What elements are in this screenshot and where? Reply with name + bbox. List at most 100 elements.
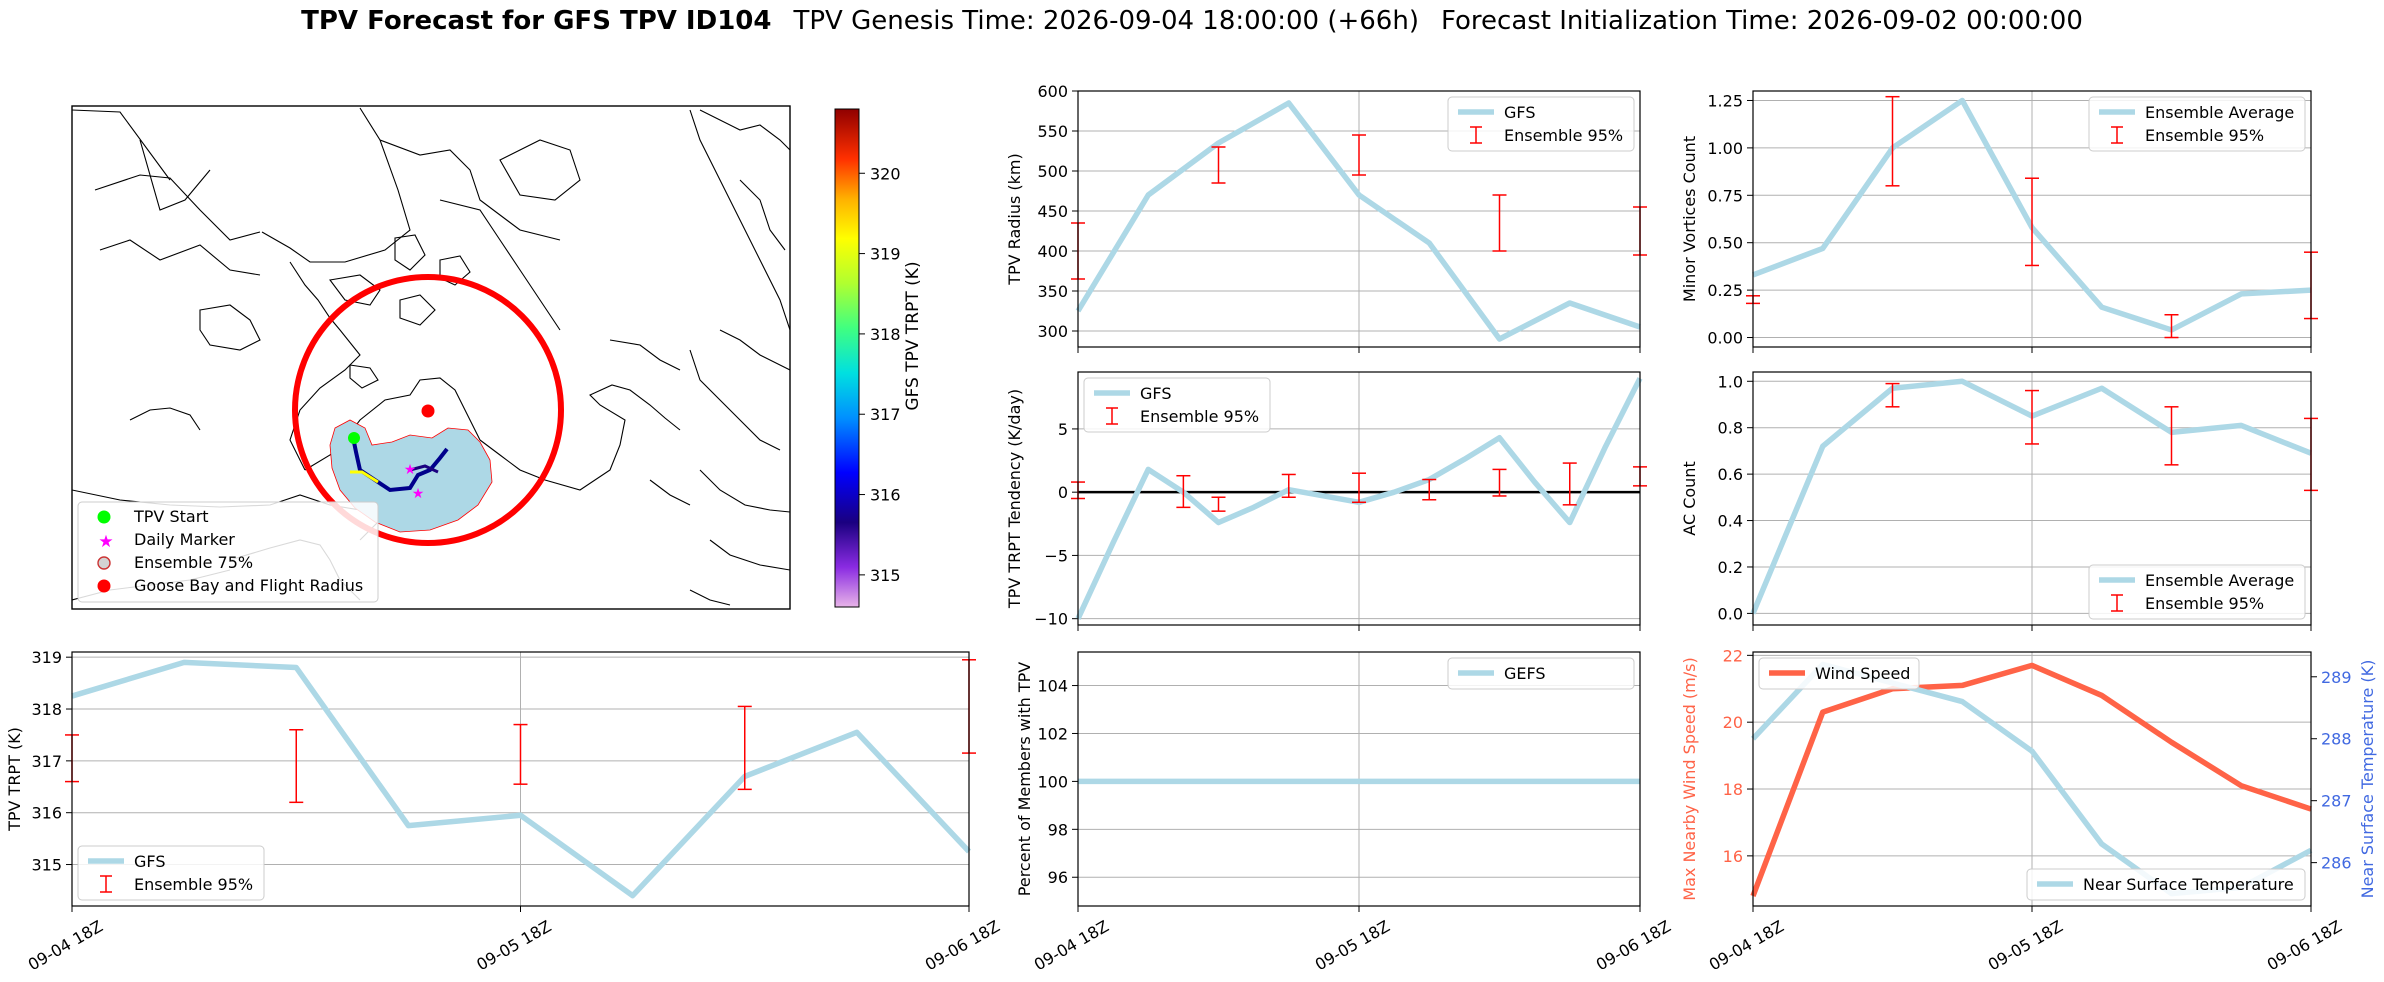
y-tick-label-right: 288 [2321,730,2352,749]
legend-label: GEFS [1504,664,1546,683]
panel-trpt-tendency: −10 −5 0 5 TPV TRPT Tendency (K/day) GFS Ensem… [1005,371,1647,631]
x-tick-label: 09-05 18Z [473,916,554,974]
x-tick-label: 09-04 18Z [25,916,106,974]
y-axis-label: TPV TRPT Tendency (K/day) [1005,389,1024,609]
chart-legend: Ensemble Average Ensemble 95% [2088,96,2306,152]
chart-legend: GEFS [1447,657,1635,690]
legend-label-daily: Daily Marker [134,530,235,549]
y-tick-label: 98 [1048,820,1068,839]
y-tick-label-right: 289 [2321,668,2352,687]
plot-frame [1077,651,1641,907]
y-tick-label: 550 [1037,122,1068,141]
y-tick-label: 400 [1037,242,1068,261]
y-tick-label: 319 [31,648,62,667]
plot-frame [1077,371,1641,626]
legend-label-start: TPV Start [133,507,209,526]
title-genesis-time: TPV Genesis Time: 2026-09-04 18:00:00 (+… [793,6,1419,36]
colorbar-tick-label: 320 [870,164,901,183]
colorbar-gradient [834,108,860,608]
y-tick-label: 1.00 [1707,139,1743,158]
legend-box [1447,96,1635,152]
colorbar-tick-label: 319 [870,245,901,264]
y-tick-label: 96 [1048,868,1068,887]
y-tick-label: 0.6 [1718,465,1743,484]
legend-label: Ensemble 95% [1140,407,1259,426]
legend-label: Ensemble Average [2145,103,2294,122]
goose-bay-marker [421,404,435,418]
legend-box [1083,377,1271,433]
panel-tpv-radius: 300 350 400 450 500 550 600 TPV Radius (km) GFS E… [1005,82,1647,353]
y-tick-label: 1.25 [1707,91,1743,110]
y-tick-label: 450 [1037,202,1068,221]
x-tick-label: 09-04 18Z [1706,916,1787,974]
colorbar: 315 316 317 318 319 320 GFS TPV TRPT (K) [834,108,923,608]
y-tick-label: 0.8 [1718,419,1743,438]
figure-title: TPV Forecast for GFS TPV ID104 TPV Genesi… [0,6,2384,36]
chart-legend: GFS Ensemble 95% [1447,96,1635,152]
legend-ensemble-icon [97,556,111,570]
panel-tpv-trpt: 315 316 317 318 319 09-04 18Z 09-05 18Z 09-06 1… [5,648,1003,974]
legend-goosebay-icon [97,579,111,593]
x-tick-label: 09-05 18Z [1312,916,1393,974]
y-tick-label: 5 [1058,420,1068,439]
y-tick-label: −10 [1034,610,1068,629]
legend-box [1758,657,1920,690]
x-tick-label: 09-06 18Z [1593,916,1674,974]
y-tick-label-right: 287 [2321,792,2352,811]
y-tick-label: 0.00 [1707,329,1743,348]
chart-legend: GFS Ensemble 95% [1083,377,1271,433]
y-axis-label: TPV Radius (km) [1005,153,1024,286]
y-tick-label: 0.75 [1707,186,1743,205]
legend-label: GFS [1140,384,1171,403]
y-tick-label: 0.25 [1707,281,1743,300]
y-axis-label: TPV TRPT (K) [5,727,24,832]
y-tick-label: 600 [1037,82,1068,101]
y-tick-label: 102 [1037,724,1068,743]
y-tick-label: 1.0 [1718,372,1743,391]
chart-legend: Wind Speed [1758,657,1920,690]
tpv-track-branch [409,464,439,474]
map-legend-box [77,501,379,603]
legend-label: Wind Speed [1815,664,1910,683]
series-line [1750,662,2312,897]
panel-wind-temperature: 16 18 20 22 09-04 18Z 09-05 18Z 09-06 18Z Max N… [1680,646,2377,974]
plot-frame [1752,651,2312,907]
colorbar-tick-label: 315 [870,566,901,585]
y-tick-label: 18 [1723,780,1743,799]
y-tick-label: 22 [1723,646,1743,665]
y-tick-label: 16 [1723,847,1743,866]
plot-frame [1752,90,2312,348]
y-tick-label: 100 [1037,772,1068,791]
flight-radius-circle [292,274,564,546]
title-tpv-id: TPV Forecast for GFS TPV ID104 [301,6,772,36]
y-tick-label: 0 [1058,483,1068,502]
legend-label: Ensemble 95% [134,875,253,894]
legend-label: Ensemble 95% [1504,126,1623,145]
plot-frame [1077,90,1641,348]
legend-label: Ensemble 95% [2145,594,2264,613]
plot-frame [71,651,970,907]
daily-marker-2: ★ [412,486,425,502]
series-line [71,659,972,899]
y-axis-label: Minor Vortices Count [1680,136,1699,302]
daily-marker-1: ★ [404,462,417,478]
panel-minor-vortices: 0.00 0.25 0.50 0.75 1.00 1.25 Minor Vortices C… [1680,90,2318,353]
map-legend: ★ TPV Start Daily Marker Ensemble 75% Go… [77,501,379,603]
series-line [1075,100,1641,342]
legend-label: Near Surface Temperature [2083,875,2294,894]
tpv-start-marker [348,432,360,444]
tpv-track [351,436,449,493]
legend-label: Ensemble 95% [2145,126,2264,145]
y-tick-label: 0.4 [1718,512,1743,531]
colorbar-tick-label: 316 [870,486,901,505]
tpv-track-warm [350,470,379,484]
y-tick-label: 316 [31,804,62,823]
legend-label-ensemble: Ensemble 75% [134,553,253,572]
legend-box [2026,868,2306,901]
y-tick-label: 350 [1037,282,1068,301]
map-panel: ★ ★ ★ TPV Start Daily Marker Ensemble 75… [71,105,923,610]
y-tick-label: −5 [1044,546,1068,565]
panel-ac-count: 0.0 0.2 0.4 0.6 0.8 1.0 AC Count Ensemble Avera… [1680,371,2318,631]
colorbar-tick-label: 317 [870,405,901,424]
